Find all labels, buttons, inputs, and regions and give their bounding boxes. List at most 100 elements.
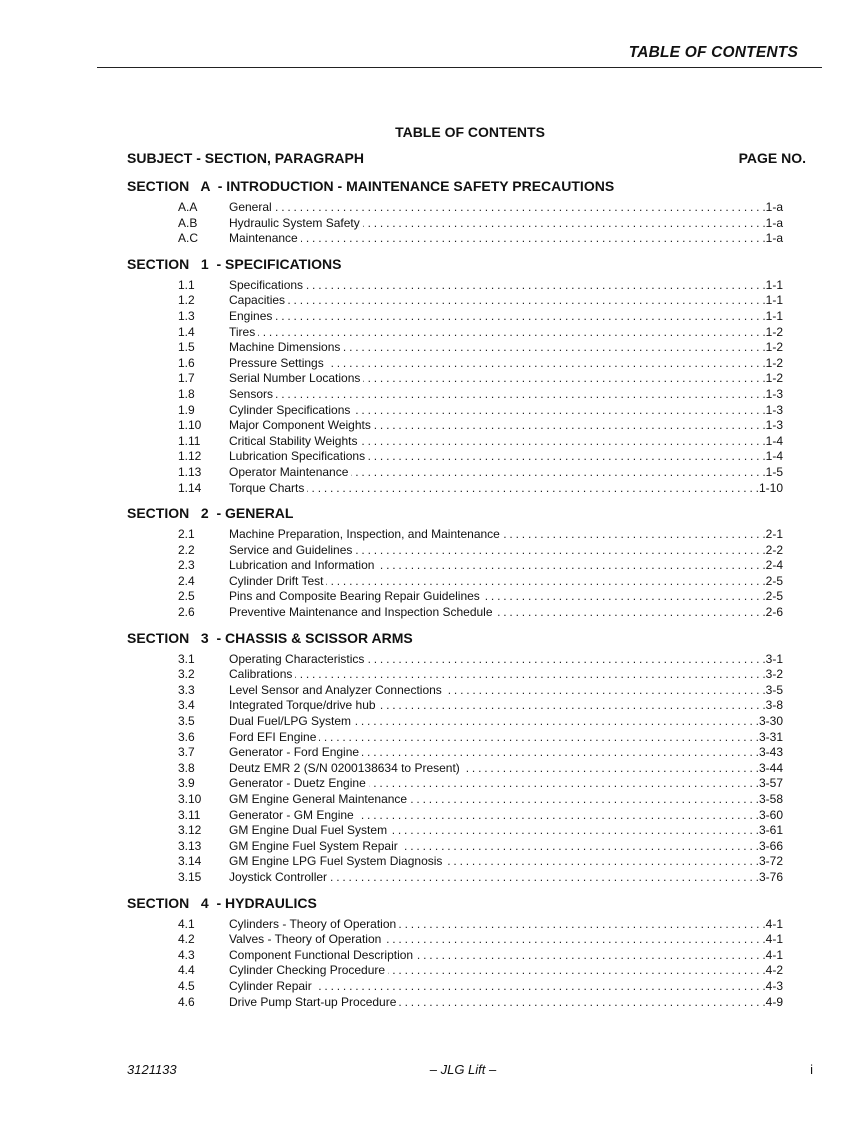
toc-entry[interactable]: 1.1 Specifications 1-1: [127, 278, 783, 294]
entry-page: 3-66: [758, 838, 783, 853]
dot-leader: [379, 698, 766, 714]
entry-number: 1.13: [178, 464, 202, 479]
entry-page: 3-44: [758, 760, 783, 775]
entry-page: 1-3: [765, 402, 783, 417]
dot-leader: [368, 449, 766, 465]
toc-entry[interactable]: 4.3 Component Functional Description 4-1: [127, 948, 783, 964]
toc-entry[interactable]: 4.4 Cylinder Checking Procedure 4-2: [127, 963, 783, 979]
toc-entry[interactable]: 3.15 Joystick Controller 3-76: [127, 870, 783, 886]
entry-title: Serial Number Locations: [229, 371, 361, 386]
toc-entry[interactable]: 3.9 Generator - Duetz Engine 3-57: [127, 776, 783, 792]
entry-number: 3.5: [178, 714, 195, 729]
entry-page: 3-2: [765, 667, 783, 682]
toc-entry[interactable]: 1.3 Engines 1-1: [127, 309, 783, 325]
entry-page: 1-1: [765, 308, 783, 323]
entry-number: 1.5: [178, 340, 195, 355]
entry-page: 3-8: [765, 698, 783, 713]
toc-entry[interactable]: A.B Hydraulic System Safety 1-a: [127, 216, 783, 232]
section-heading[interactable]: SECTION 3 - CHASSIS & SCISSOR ARMS: [127, 629, 413, 646]
dot-leader: [343, 340, 765, 356]
toc-entry[interactable]: 1.9 Cylinder Specifications 1-3: [127, 403, 783, 419]
toc-entry[interactable]: A.A General 1-a: [127, 200, 783, 216]
entry-page: 2-1: [765, 527, 783, 542]
toc-entry[interactable]: 3.1 Operating Characteristics 3-1: [127, 652, 783, 668]
entry-page: 3-76: [758, 869, 783, 884]
entry-title: Machine Preparation, Inspection, and Mai…: [229, 527, 500, 542]
toc-entry[interactable]: 3.10 GM Engine General Maintenance 3-58: [127, 792, 783, 808]
section-heading[interactable]: SECTION 2 - GENERAL: [127, 505, 294, 522]
entry-number: 2.5: [178, 589, 195, 604]
toc-entry[interactable]: 2.2 Service and Guidelines 2-2: [127, 543, 783, 559]
dot-leader: [363, 371, 765, 387]
entry-title: Joystick Controller: [229, 869, 328, 884]
toc-section: SECTION 4 - HYDRAULICS 4.1 Cylinders - The…: [127, 894, 783, 1011]
toc-entry[interactable]: 1.13 Operator Maintenance 1-5: [127, 465, 783, 481]
toc-entry[interactable]: 4.6 Drive Pump Start-up Procedure 4-9: [127, 995, 783, 1011]
entry-title: GM Engine LPG Fuel System Diagnosis: [229, 854, 443, 869]
entry-page: 3-60: [758, 807, 783, 822]
entry-page: 3-1: [765, 651, 783, 666]
toc-entry[interactable]: 1.12 Lubrication Specifications 1-4: [127, 449, 783, 465]
entry-number: 3.10: [178, 792, 202, 806]
entry-page: 4-3: [765, 978, 783, 993]
entry-page: 1-4: [765, 433, 783, 448]
toc-entry[interactable]: 3.14 GM Engine LPG Fuel System Diagnosis 3…: [127, 854, 783, 870]
toc-entry[interactable]: A.C Maintenance 1-a: [127, 231, 783, 247]
toc-entry[interactable]: 1.4 Tires 1-2: [127, 325, 783, 341]
toc-entry[interactable]: 1.7 Serial Number Locations 1-2: [127, 371, 783, 387]
entry-page: 1-3: [765, 418, 783, 433]
entry-title: Valves - Theory of Operation: [229, 932, 382, 947]
toc-entry[interactable]: 1.10 Major Component Weights 1-3: [127, 418, 783, 434]
dot-leader: [363, 216, 766, 232]
toc-section: SECTION 1 - SPECIFICATIONS 1.1 Specificati…: [127, 255, 783, 496]
toc-entry[interactable]: 3.11 Generator - GM Engine 3-60: [127, 808, 783, 824]
toc-entry[interactable]: 4.1 Cylinders - Theory of Operation 4-1: [127, 917, 783, 933]
toc-entry[interactable]: 3.2 Calibrations 3-2: [127, 667, 783, 683]
section-heading[interactable]: SECTION A - INTRODUCTION - MAINTENANCE S…: [127, 178, 615, 194]
toc-entry[interactable]: 1.8 Sensors 1-3: [127, 387, 783, 403]
toc-entry[interactable]: 2.5 Pins and Composite Bearing Repair Gui…: [127, 589, 783, 605]
toc-entry[interactable]: 3.5 Dual Fuel/LPG System 3-30: [127, 714, 783, 730]
toc-entry[interactable]: 1.6 Pressure Settings 1-2: [127, 356, 783, 372]
footer-page-number: i: [810, 1062, 813, 1077]
toc-entry[interactable]: 3.3 Level Sensor and Analyzer Connections…: [127, 683, 783, 699]
toc-entry[interactable]: 2.1 Machine Preparation, Inspection, and …: [127, 527, 783, 543]
dot-leader: [288, 293, 766, 309]
toc-entry[interactable]: 1.14 Torque Charts 1-10: [127, 481, 783, 497]
toc-entry[interactable]: 1.2 Capacities 1-1: [127, 293, 783, 309]
entry-title: Generator - Ford Engine: [229, 745, 360, 760]
entry-number: 3.3: [178, 682, 195, 697]
entry-page: 1-a: [765, 231, 783, 246]
entry-title: General: [229, 200, 272, 214]
section-heading[interactable]: SECTION 4 - HYDRAULICS: [127, 894, 317, 911]
section-heading[interactable]: SECTION 1 - SPECIFICATIONS: [127, 255, 342, 272]
toc-entry[interactable]: 3.7 Generator - Ford Engine 3-43: [127, 745, 783, 761]
dot-leader: [307, 481, 759, 497]
toc-entry[interactable]: 3.8 Deutz EMR 2 (S/N 0200138634 to Presen…: [127, 761, 783, 777]
entry-page: 4-1: [765, 932, 783, 947]
entry-title: Operating Characteristics: [229, 651, 365, 666]
dot-leader: [315, 979, 766, 995]
toc-entry[interactable]: 4.5 Cylinder Repair 4-3: [127, 979, 783, 995]
toc-entry[interactable]: 2.4 Cylinder Drift Test 2-5: [127, 574, 783, 590]
dot-leader: [388, 963, 766, 979]
toc-entry[interactable]: 2.3 Lubrication and Information 2-4: [127, 558, 783, 574]
toc-entry[interactable]: 2.6 Preventive Maintenance and Inspection…: [127, 605, 783, 621]
toc-entry[interactable]: 3.13 GM Engine Fuel System Repair 3-66: [127, 839, 783, 855]
entry-title: Integrated Torque/drive hub: [229, 698, 376, 713]
toc-entry[interactable]: 3.6 Ford EFI Engine 3-31: [127, 730, 783, 746]
entry-title: GM Engine Dual Fuel System: [229, 823, 388, 838]
footer-brand: – JLG Lift –: [429, 1062, 497, 1077]
toc-entry[interactable]: 3.12 GM Engine Dual Fuel System 3-61: [127, 823, 783, 839]
toc-entry[interactable]: 3.4 Integrated Torque/drive hub 3-8: [127, 698, 783, 714]
toc-entry[interactable]: 1.11 Critical Stability Weights 1-4: [127, 434, 783, 450]
dot-leader: [353, 403, 765, 419]
entry-number: 3.1: [178, 651, 195, 666]
entry-title: Generator - GM Engine: [229, 807, 354, 822]
entry-title: Capacities: [229, 293, 286, 308]
entry-number: 2.1: [178, 527, 195, 542]
entry-page: 4-9: [765, 994, 783, 1009]
toc-entry[interactable]: 1.5 Machine Dimensions 1-2: [127, 340, 783, 356]
toc-entry[interactable]: 4.2 Valves - Theory of Operation 4-1: [127, 932, 783, 948]
dot-leader: [367, 652, 765, 668]
